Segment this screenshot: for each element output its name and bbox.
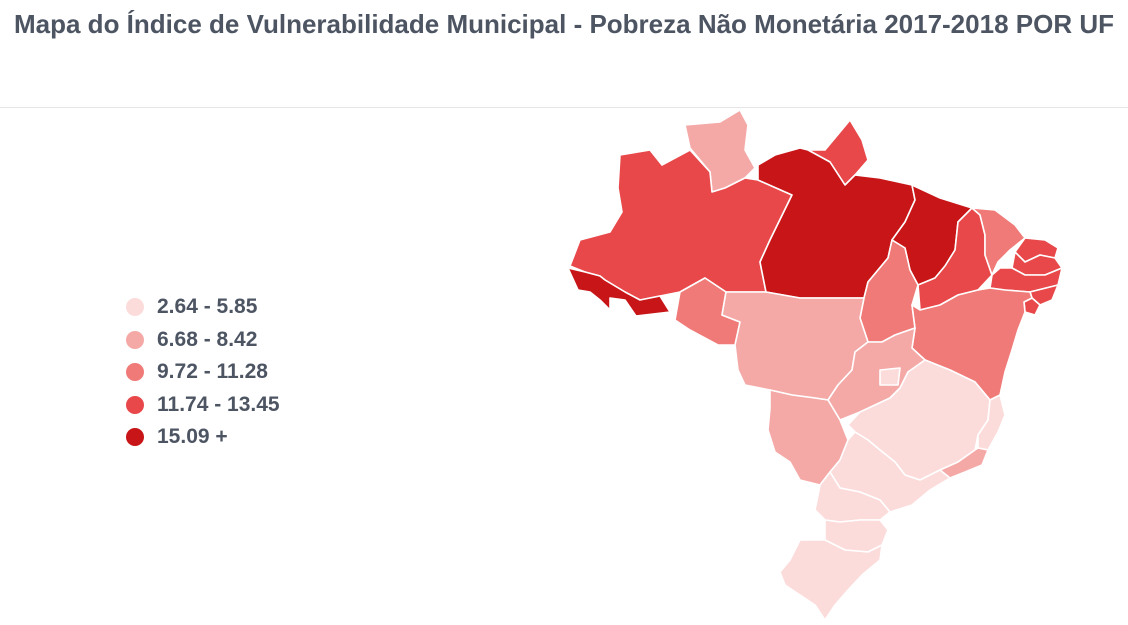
title-divider — [0, 107, 1128, 108]
legend-item-class-3[interactable]: 11.74 - 13.45 — [126, 389, 280, 422]
state-ce[interactable] — [971, 207, 1026, 276]
legend-item-class-0[interactable]: 2.64 - 5.85 — [126, 291, 280, 324]
legend-item-class-1[interactable]: 6.68 - 8.42 — [126, 324, 280, 357]
legend-swatch — [126, 298, 144, 317]
legend-swatch — [126, 428, 144, 447]
state-df[interactable] — [879, 367, 901, 386]
legend-label: 6.68 - 8.42 — [157, 327, 258, 351]
legend-label: 2.64 - 5.85 — [157, 295, 258, 319]
legend-swatch — [126, 330, 144, 349]
legend-label: 15.09 + — [157, 425, 228, 449]
legend-item-class-2[interactable]: 9.72 - 11.28 — [126, 356, 280, 389]
state-rj[interactable] — [939, 447, 989, 479]
legend-item-class-4[interactable]: 15.09 + — [126, 421, 280, 454]
legend-label: 9.72 - 11.28 — [157, 360, 268, 384]
map-legend: 2.64 - 5.85 6.68 - 8.42 9.72 - 11.28 11.… — [126, 291, 280, 454]
legend-label: 11.74 - 13.45 — [157, 392, 280, 416]
legend-swatch — [126, 395, 144, 414]
page-title: Mapa do Índice de Vulnerabilidade Munici… — [14, 9, 1114, 39]
legend-swatch — [126, 363, 144, 382]
state-ac[interactable] — [567, 267, 671, 317]
state-rs[interactable] — [779, 539, 883, 621]
